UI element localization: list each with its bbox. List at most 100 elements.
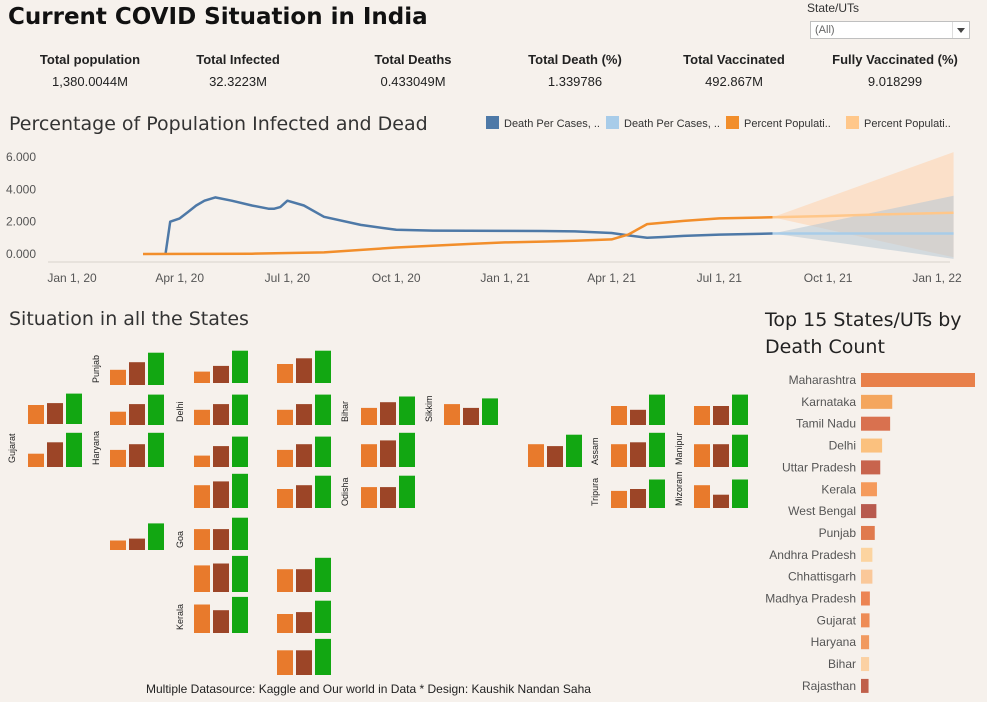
state-tile-bar — [463, 407, 479, 425]
state-tile[interactable] — [361, 475, 415, 508]
chevron-down-icon[interactable] — [952, 22, 969, 38]
top15-category-label: Karnataka — [801, 395, 856, 409]
top15-bar[interactable] — [861, 460, 881, 475]
state-tile-bar — [277, 650, 293, 675]
x-tick-label: Jan 1, 22 — [912, 271, 962, 285]
top15-category-label: Maharashtra — [789, 373, 857, 387]
top15-bar-chart[interactable]: Maharashtra Karnataka Tamil Nadu Delhi Uttar… — [760, 368, 986, 698]
top15-bar[interactable] — [861, 591, 870, 606]
top15-bar[interactable] — [861, 678, 869, 693]
state-tile[interactable] — [194, 555, 248, 592]
state-tile[interactable] — [110, 432, 164, 467]
series-line-3[interactable] — [772, 211, 954, 219]
state-tile-bar — [361, 487, 377, 508]
top15-title: Top 15 States/UTs by Death Count — [765, 307, 962, 361]
state-tile[interactable] — [444, 398, 498, 425]
legend-item[interactable]: Percent Populati.. — [726, 116, 831, 130]
state-tile[interactable] — [110, 523, 164, 550]
top15-bar[interactable] — [861, 416, 891, 431]
top15-bar[interactable] — [861, 569, 873, 584]
state-tile[interactable] — [694, 479, 748, 509]
kpi-total-death-percent: Total Death (%) 1.339786 — [500, 52, 650, 89]
state-tile-bar — [213, 404, 229, 425]
state-tile-bar — [732, 434, 748, 467]
state-tile-bar — [277, 614, 293, 633]
state-tile-bar — [547, 446, 563, 467]
series-line-2[interactable] — [142, 216, 773, 256]
state-tile-bar — [194, 485, 210, 508]
state-tile[interactable] — [277, 638, 331, 675]
top15-bar[interactable] — [861, 373, 975, 387]
state-tile[interactable] — [694, 434, 748, 467]
state-tile[interactable] — [361, 396, 415, 426]
state-tile-bar — [194, 455, 210, 467]
state-tile[interactable] — [194, 596, 248, 633]
state-tile[interactable] — [28, 432, 82, 467]
kpi-label: Total population — [39, 52, 141, 67]
state-tile-bar — [213, 446, 229, 467]
state-tile-bar — [380, 440, 396, 467]
top15-bar[interactable] — [861, 525, 875, 540]
state-tile[interactable] — [277, 557, 331, 592]
state-tile[interactable] — [277, 350, 331, 383]
state-tile-bar — [277, 409, 293, 425]
state-tile-bar — [528, 444, 544, 467]
top15-category-label: Haryana — [811, 635, 857, 649]
state-tile[interactable] — [361, 432, 415, 467]
top15-category-label: Rajasthan — [802, 679, 856, 693]
series-line-0[interactable] — [164, 196, 773, 255]
state-filter-value: (All) — [815, 24, 835, 36]
top15-bar[interactable] — [861, 394, 893, 409]
state-tile-bar — [296, 569, 312, 592]
state-tile[interactable] — [611, 432, 665, 467]
state-tile[interactable] — [110, 352, 164, 385]
state-tile-bar — [129, 362, 145, 385]
state-tile[interactable] — [194, 394, 248, 425]
state-tile[interactable] — [277, 475, 331, 508]
state-tile[interactable] — [611, 479, 665, 509]
y-tick-label: 0.000 — [6, 247, 36, 261]
line-chart[interactable]: 0.000 2.000 4.000 6.000 Jan 1, 20 Apr 1, 20 Ju… — [0, 0, 987, 300]
top15-bar[interactable] — [861, 635, 870, 650]
state-tile[interactable] — [194, 350, 248, 383]
top15-title-line2: Death Count — [765, 336, 885, 358]
state-tile-bar — [630, 442, 646, 467]
state-tile-bar — [129, 404, 145, 425]
legend-swatch — [606, 116, 619, 129]
top15-bar[interactable] — [861, 482, 877, 497]
top15-bar[interactable] — [861, 657, 870, 672]
top15-bar[interactable] — [861, 613, 870, 628]
top15-bar[interactable] — [861, 547, 873, 562]
state-tile[interactable] — [528, 434, 582, 467]
state-tile[interactable] — [277, 600, 331, 633]
state-tile-bar — [277, 569, 293, 592]
top15-bar[interactable] — [861, 438, 883, 453]
top15-bar[interactable] — [861, 504, 877, 519]
state-tile-bar — [148, 394, 164, 425]
state-tile[interactable] — [277, 436, 331, 467]
state-tile-bar — [232, 394, 248, 425]
state-label: Odisha — [340, 477, 350, 506]
state-tile-bar — [110, 369, 126, 385]
state-tile[interactable] — [28, 393, 82, 424]
kpi-total-vaccinated: Total Vaccinated 492.867M — [659, 52, 809, 89]
state-tile[interactable] — [194, 517, 248, 550]
state-tile[interactable] — [194, 436, 248, 467]
state-tile-bar — [315, 475, 331, 508]
legend-item[interactable]: Percent Populati.. — [846, 116, 951, 130]
y-tick-label: 6.000 — [6, 150, 36, 164]
state-map-panel[interactable]: Punjab Gujarat Haryana Delhi Bihar Sikkim Odis… — [0, 340, 760, 680]
kpi-total-infected: Total Infected 32.3223M — [163, 52, 313, 89]
state-tile[interactable] — [110, 394, 164, 425]
state-tile[interactable] — [694, 394, 748, 425]
kpi-value: 492.867M — [705, 74, 763, 89]
legend-item[interactable]: Death Per Cases, .. — [606, 116, 720, 130]
state-tile[interactable] — [277, 394, 331, 425]
legend-item[interactable]: Death Per Cases, .. — [486, 116, 600, 130]
state-tile-bar — [194, 371, 210, 383]
kpi-label: Fully Vaccinated (%) — [832, 52, 958, 67]
state-tile[interactable] — [194, 473, 248, 508]
state-tile[interactable] — [611, 394, 665, 425]
state-label: Delhi — [175, 401, 185, 422]
state-filter-dropdown[interactable]: (All) — [810, 21, 970, 39]
